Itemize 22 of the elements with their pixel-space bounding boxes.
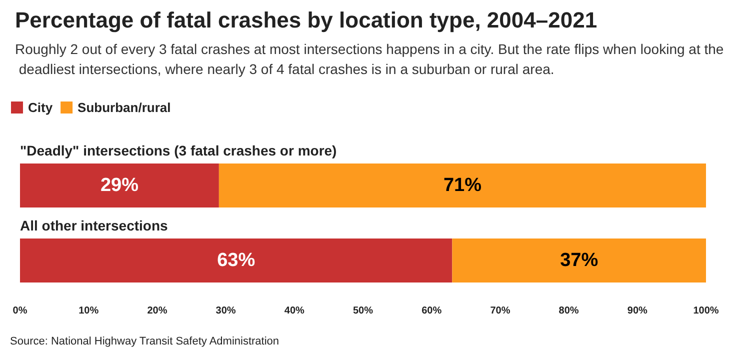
data-label: 29% <box>100 175 139 196</box>
x-tick-label: 60% <box>422 306 442 316</box>
data-label: 63% <box>217 250 256 271</box>
x-tick-label: 30% <box>216 306 236 316</box>
x-tick-label: 50% <box>352 306 374 316</box>
x-tick-label: 90% <box>627 306 648 316</box>
data-label: 71% <box>443 175 482 196</box>
x-tick-label: 80% <box>558 306 579 316</box>
x-tick-label: 20% <box>147 306 168 316</box>
chart-subtitle: Roughly 2 out of every 3 fatal crashes at most intersections happens in a city. But the rate flips when looking at the deadliest intersections, where nearly 3 of 4 fatal crashes is in a suburban or rural area. <box>15 41 724 77</box>
legend-label: Suburban/rural <box>78 100 171 115</box>
y-tick-label: All other intersections <box>20 218 168 234</box>
y-tick-label: "Deadly" intersections (3 fatal crashes or more) <box>20 142 337 158</box>
x-tick-label: 40% <box>284 306 305 316</box>
x-tick-label: 100% <box>693 306 719 316</box>
x-tick-label: 0% <box>12 306 28 316</box>
chart-title: Percentage of fatal crashes by location type, 2004–2021 <box>15 8 598 32</box>
source-note: Source: National Highway Transit Safety Administration <box>10 336 280 348</box>
x-tick-label: 10% <box>78 306 99 316</box>
data-label: 37% <box>560 250 598 271</box>
legend-label: City <box>28 100 54 115</box>
x-tick-label: 70% <box>490 306 510 316</box>
